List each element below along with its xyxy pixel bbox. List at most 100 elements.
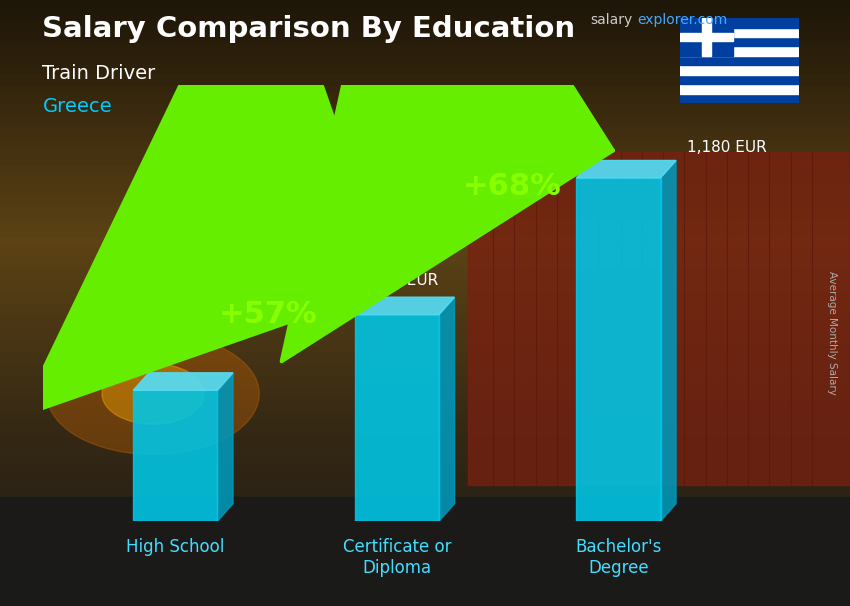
Polygon shape (660, 161, 676, 521)
Bar (0, 527, 850, 533)
Polygon shape (576, 161, 676, 178)
Bar (0, 170, 850, 176)
Bar (680, 75, 799, 84)
Bar (0, 588, 850, 594)
Polygon shape (439, 297, 455, 521)
Bar (0, 248, 850, 255)
Bar (0, 406, 850, 412)
Bar (680, 18, 799, 28)
FancyArrowPatch shape (21, 0, 392, 416)
Bar (0, 600, 850, 606)
Bar (0, 491, 850, 497)
Bar (0, 103, 850, 109)
FancyBboxPatch shape (0, 497, 850, 606)
Bar (0, 364, 850, 370)
Bar (680, 84, 799, 93)
Bar (0, 285, 850, 291)
Bar (0, 36, 850, 42)
Bar (0, 418, 850, 424)
Bar (0, 236, 850, 242)
Bar (0, 448, 850, 454)
Bar (0, 539, 850, 545)
Bar (680, 28, 799, 37)
Bar (0, 61, 850, 67)
Bar (0, 291, 850, 297)
Bar (680, 65, 799, 75)
Bar (0, 370, 850, 376)
Bar (0, 42, 850, 48)
Bar (0, 497, 850, 503)
Bar (0, 145, 850, 152)
Bar (0, 12, 850, 18)
Bar (0, 152, 850, 158)
Bar (354, 315, 439, 521)
Text: Greece: Greece (42, 97, 112, 116)
Text: 1,180 EUR: 1,180 EUR (687, 139, 767, 155)
Bar (0, 30, 850, 36)
Bar (0, 188, 850, 194)
Bar (0, 176, 850, 182)
Bar (0, 267, 850, 273)
Bar (0, 67, 850, 73)
Bar (0, 321, 850, 327)
Bar (0, 551, 850, 558)
Text: salary: salary (591, 13, 633, 27)
Bar (0, 139, 850, 145)
Polygon shape (133, 373, 233, 390)
Bar (0, 454, 850, 461)
Bar (0, 521, 850, 527)
Text: explorer.com: explorer.com (638, 13, 728, 27)
Bar (0, 430, 850, 436)
Text: +57%: +57% (219, 300, 318, 329)
Bar (680, 56, 799, 65)
Bar (0, 315, 850, 321)
Ellipse shape (47, 333, 259, 454)
Text: 450 EUR: 450 EUR (60, 349, 124, 364)
Bar (0, 182, 850, 188)
Bar (0, 212, 850, 218)
Bar (0, 279, 850, 285)
Bar (0, 570, 850, 576)
Bar (680, 47, 799, 56)
Bar (0, 382, 850, 388)
Bar (0, 327, 850, 333)
Bar (0, 242, 850, 248)
Bar (0, 594, 850, 600)
Bar (0, 309, 850, 315)
Bar (0, 436, 850, 442)
FancyArrowPatch shape (281, 0, 613, 361)
Bar (0, 48, 850, 55)
Bar (680, 18, 733, 56)
Bar (0, 376, 850, 382)
Bar (0, 515, 850, 521)
Bar (0, 467, 850, 473)
Bar (0, 79, 850, 85)
Bar (0, 533, 850, 539)
Bar (0, 194, 850, 200)
Text: Train Driver: Train Driver (42, 64, 156, 82)
Bar (0, 158, 850, 164)
Bar (0, 230, 850, 236)
Text: Salary Comparison By Education: Salary Comparison By Education (42, 15, 575, 43)
Bar (0, 206, 850, 212)
Ellipse shape (102, 364, 204, 424)
Text: +68%: +68% (462, 172, 562, 201)
Bar (0, 73, 850, 79)
Bar (0, 388, 850, 394)
Bar (0, 424, 850, 430)
FancyBboxPatch shape (468, 152, 850, 485)
Bar (0, 303, 850, 309)
Bar (0, 6, 850, 12)
Bar (576, 178, 660, 521)
Bar (0, 442, 850, 448)
Bar (0, 339, 850, 345)
Text: Average Monthly Salary: Average Monthly Salary (827, 271, 837, 395)
Bar (0, 133, 850, 139)
Bar (0, 576, 850, 582)
Bar (0, 545, 850, 551)
Bar (0, 164, 850, 170)
Bar (0, 218, 850, 224)
Bar (0, 224, 850, 230)
Bar (0, 394, 850, 400)
Text: 710 EUR: 710 EUR (373, 273, 439, 288)
